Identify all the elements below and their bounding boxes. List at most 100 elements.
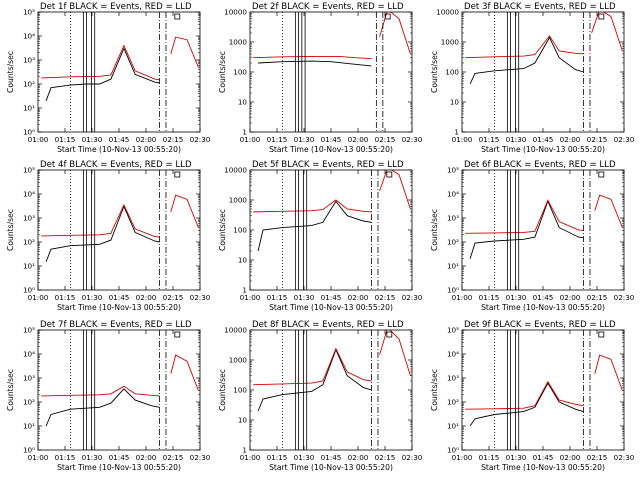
panel-title: Det 3f BLACK = Events, RED = LLD xyxy=(464,2,616,12)
x-tick-label: 01:30 xyxy=(506,453,527,462)
y-tick-label: 1000 xyxy=(229,356,248,365)
panel-title: Det 5f BLACK = Events, RED = LLD xyxy=(252,160,404,170)
panel-det-6f: 10⁰ 10¹ 10² 10³ 10⁴ 10⁵ 01:00 01:15 01:30 01:45 02… xyxy=(430,160,635,312)
y-tick-label: 10000 xyxy=(224,326,247,335)
lld-series-line xyxy=(594,194,623,228)
x-tick-label: 02:30 xyxy=(614,135,635,144)
x-tick-label: 02:30 xyxy=(614,293,635,302)
events-series-line xyxy=(257,200,372,252)
y-tick-label: 1000 xyxy=(229,38,248,47)
x-tick-label: 02:30 xyxy=(190,293,211,302)
x-axis-label: Start Time (10-Nov-13 00:55:20) xyxy=(269,145,393,154)
y-tick-label: 10⁰ xyxy=(23,286,35,295)
x-tick-label: 01:00 xyxy=(452,453,473,462)
x-tick-label: 02:00 xyxy=(560,135,581,144)
x-axis-label: Start Time (10-Nov-13 00:55:20) xyxy=(57,145,181,154)
x-tick-label: 02:00 xyxy=(136,293,157,302)
y-tick-label: 10⁵ xyxy=(23,326,35,335)
panel-title: Det 1f BLACK = Events, RED = LLD xyxy=(40,2,192,12)
y-axis-label: Counts/sec xyxy=(218,209,227,251)
interval-box-marker xyxy=(384,13,391,20)
y-axis-label: Counts/sec xyxy=(6,51,15,93)
lld-series-line xyxy=(379,330,411,376)
axes-frame xyxy=(37,169,201,291)
lld-series-line xyxy=(253,55,372,60)
y-tick-label: 10 xyxy=(238,416,248,425)
x-tick-label: 02:00 xyxy=(560,453,581,462)
x-tick-label: 01:00 xyxy=(240,293,261,302)
y-axis-label: Counts/sec xyxy=(430,369,439,411)
x-axis-label: Start Time (10-Nov-13 00:55:20) xyxy=(269,463,393,472)
events-series-line xyxy=(469,382,584,427)
x-tick-label: 01:15 xyxy=(55,135,76,144)
axes-frame xyxy=(37,11,201,133)
interval-box-marker xyxy=(386,331,393,338)
x-tick-label: 01:15 xyxy=(479,453,500,462)
y-tick-label: 10 xyxy=(238,256,248,265)
y-tick-label: 10¹ xyxy=(447,422,459,431)
events-series-line xyxy=(45,388,160,427)
lld-series-line xyxy=(465,199,584,234)
y-axis-label: Counts/sec xyxy=(430,209,439,251)
panel-title: Det 4f BLACK = Events, RED = LLD xyxy=(40,160,192,170)
panel-det-4f: 10⁰ 10¹ 10² 10³ 10⁴ 10⁵ 01:00 01:15 01:30 01:45 02… xyxy=(6,160,211,312)
x-tick-label: 02:15 xyxy=(375,453,396,462)
lld-series-line xyxy=(170,36,199,68)
y-tick-label: 10⁰ xyxy=(447,446,459,455)
panel-title: Det 6f BLACK = Events, RED = LLD xyxy=(464,160,616,170)
y-tick-label: 10000 xyxy=(436,8,459,17)
y-tick-label: 100 xyxy=(233,68,247,77)
x-tick-label: 01:15 xyxy=(55,293,76,302)
x-tick-label: 01:30 xyxy=(294,135,315,144)
x-tick-label: 01:30 xyxy=(506,293,527,302)
lld-series-line xyxy=(379,170,411,210)
x-tick-label: 01:15 xyxy=(267,453,288,462)
panel-det-3f: 1 10 100 1000 10000 01:00 01:15 01:30 01:45 02:00… xyxy=(430,2,635,154)
x-tick-label: 02:30 xyxy=(190,453,211,462)
x-tick-label: 01:00 xyxy=(28,293,49,302)
x-axis-label: Start Time (10-Nov-13 00:55:20) xyxy=(481,463,605,472)
x-tick-label: 02:15 xyxy=(375,135,396,144)
y-tick-label: 10² xyxy=(447,398,459,407)
panel-title: Det 2f BLACK = Events, RED = LLD xyxy=(252,2,404,12)
x-tick-label: 01:00 xyxy=(28,453,49,462)
y-axis-label: Counts/sec xyxy=(218,51,227,93)
lld-series-line xyxy=(41,203,160,238)
x-tick-label: 01:45 xyxy=(109,135,130,144)
y-tick-label: 10⁵ xyxy=(23,166,35,175)
x-tick-label: 01:15 xyxy=(479,293,500,302)
x-tick-label: 02:15 xyxy=(587,293,608,302)
x-tick-label: 01:00 xyxy=(28,135,49,144)
x-tick-label: 02:00 xyxy=(348,453,369,462)
x-tick-label: 01:30 xyxy=(82,453,103,462)
axes-frame xyxy=(461,169,625,291)
events-series-line xyxy=(45,47,160,101)
panel-det-8f: 1 10 100 1000 10000 01:00 01:15 01:30 01:45 02:00… xyxy=(218,320,423,472)
y-tick-label: 10³ xyxy=(447,374,459,383)
y-tick-label: 10⁴ xyxy=(447,190,459,199)
x-tick-label: 02:15 xyxy=(163,135,184,144)
interval-box-marker xyxy=(174,331,181,338)
y-axis-label: Counts/sec xyxy=(6,369,15,411)
x-tick-label: 01:15 xyxy=(267,135,288,144)
y-tick-label: 1 xyxy=(242,446,247,455)
lld-series-line xyxy=(465,380,584,410)
y-tick-label: 10000 xyxy=(224,166,247,175)
y-tick-label: 100 xyxy=(445,68,459,77)
x-tick-label: 02:00 xyxy=(136,135,157,144)
y-tick-label: 10¹ xyxy=(23,104,35,113)
x-tick-label: 02:30 xyxy=(402,293,423,302)
x-tick-label: 02:15 xyxy=(163,453,184,462)
events-series-line xyxy=(257,348,372,412)
x-tick-label: 01:45 xyxy=(321,135,342,144)
y-tick-label: 1 xyxy=(242,128,247,137)
x-tick-label: 01:30 xyxy=(506,135,527,144)
panel-title: Det 8f BLACK = Events, RED = LLD xyxy=(252,320,404,330)
lld-series-line xyxy=(170,354,199,391)
interval-box-marker xyxy=(174,171,181,178)
x-tick-label: 01:15 xyxy=(479,135,500,144)
axes-frame xyxy=(37,329,201,451)
lld-series-line xyxy=(41,44,160,81)
x-tick-label: 01:30 xyxy=(82,293,103,302)
lld-series-line xyxy=(170,194,199,228)
